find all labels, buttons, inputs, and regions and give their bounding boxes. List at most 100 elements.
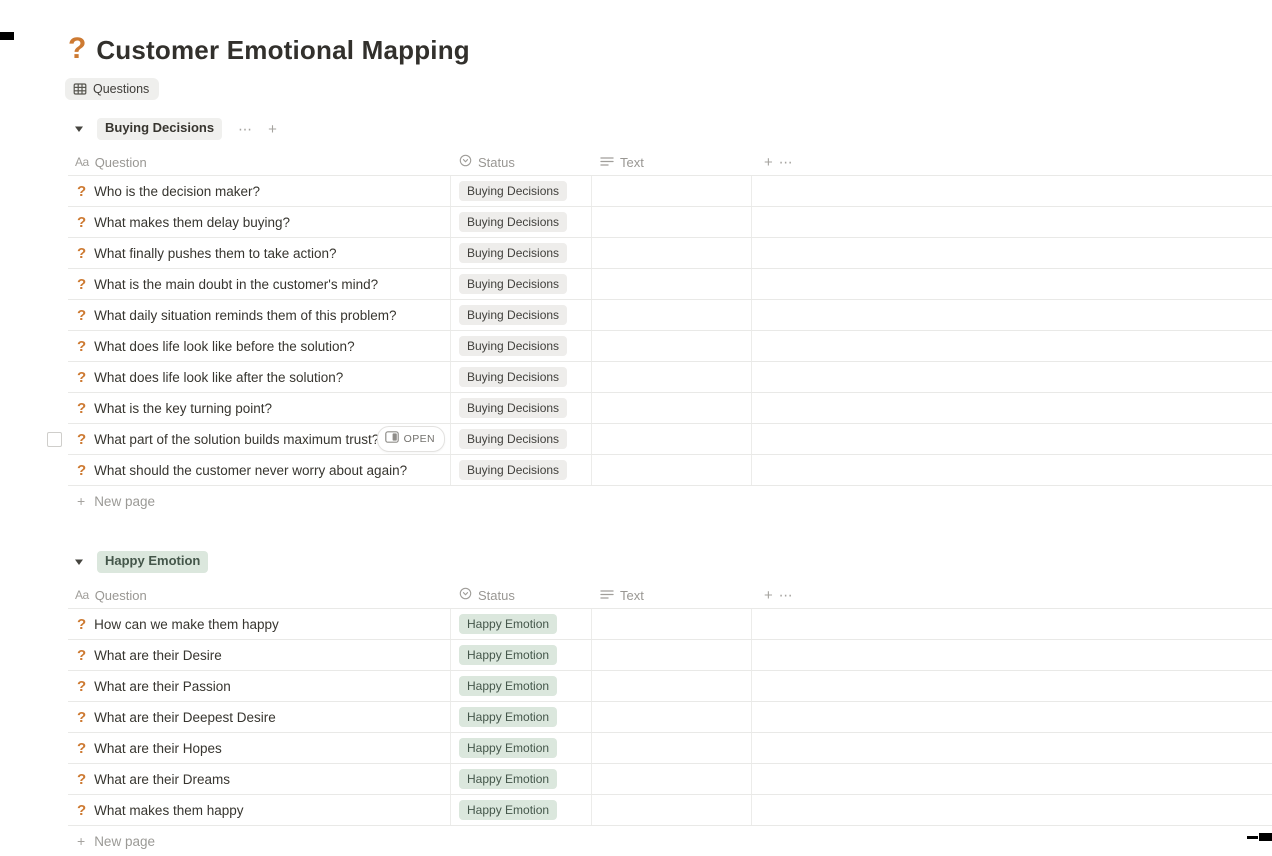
open-button[interactable]: OPEN: [376, 426, 445, 452]
status-cell[interactable]: Buying Decisions: [451, 300, 592, 330]
new-page-button[interactable]: + New page: [68, 826, 1272, 856]
question-cell[interactable]: ? What makes them happy: [68, 795, 451, 825]
column-header-status[interactable]: Status: [451, 154, 592, 170]
question-cell[interactable]: ? What does life look like before the sol…: [68, 331, 451, 361]
status-cell[interactable]: Buying Decisions: [451, 269, 592, 299]
question-cell[interactable]: ? How can we make them happy: [68, 609, 451, 639]
text-cell[interactable]: [592, 455, 752, 485]
question-mark-icon: ?: [77, 306, 87, 324]
question-cell[interactable]: ? What part of the solution builds maximu…: [68, 424, 451, 454]
group-name-badge[interactable]: Buying Decisions: [97, 118, 223, 140]
question-text: What does life look like before the solu…: [94, 338, 355, 354]
question-cell[interactable]: ? What should the customer never worry ab…: [68, 455, 451, 485]
column-header-text[interactable]: Text: [592, 588, 752, 603]
status-cell[interactable]: Buying Decisions: [451, 424, 592, 454]
row-filler: [752, 424, 1272, 454]
table-group: Happy Emotion Aa Question Status Text + ⋯? How …: [68, 551, 1272, 856]
table-row: ? What are their Desire Happy Emotion: [68, 640, 1272, 671]
status-icon: [459, 587, 472, 603]
text-cell[interactable]: [592, 300, 752, 330]
column-header-text[interactable]: Text: [592, 155, 752, 170]
status-cell[interactable]: Buying Decisions: [451, 362, 592, 392]
status-cell[interactable]: Buying Decisions: [451, 331, 592, 361]
status-cell[interactable]: Happy Emotion: [451, 671, 592, 701]
status-cell[interactable]: Happy Emotion: [451, 795, 592, 825]
status-cell[interactable]: Buying Decisions: [451, 238, 592, 268]
text-cell[interactable]: [592, 238, 752, 268]
status-cell[interactable]: Happy Emotion: [451, 640, 592, 670]
notion-page: ? Customer Emotional Mapping Questions B…: [0, 32, 1272, 856]
question-cell[interactable]: ? What are their Desire: [68, 640, 451, 670]
text-cell[interactable]: [592, 393, 752, 423]
text-cell[interactable]: [592, 671, 752, 701]
question-cell[interactable]: ? What finally pushes them to take action…: [68, 238, 451, 268]
group-more-icon[interactable]: ⋯: [238, 121, 254, 137]
column-headers: Aa Question Status Text + ⋯: [68, 582, 1272, 609]
table-row: ? What is the main doubt in the customer'…: [68, 269, 1272, 300]
add-column-icon[interactable]: +: [764, 153, 773, 171]
question-mark-icon: ?: [77, 182, 87, 200]
page-icon[interactable]: ?: [68, 32, 87, 65]
table-options-icon[interactable]: ⋯: [778, 586, 794, 603]
question-text: What finally pushes them to take action?: [94, 245, 337, 261]
status-cell[interactable]: Happy Emotion: [451, 764, 592, 794]
table-options-icon[interactable]: ⋯: [778, 153, 794, 170]
question-cell[interactable]: ? What are their Deepest Desire: [68, 702, 451, 732]
question-cell[interactable]: ? Who is the decision maker?: [68, 176, 451, 206]
text-cell[interactable]: [592, 640, 752, 670]
text-cell[interactable]: [592, 269, 752, 299]
question-mark-icon: ?: [77, 739, 87, 757]
question-mark-icon: ?: [77, 244, 87, 262]
question-cell[interactable]: ? What does life look like after the solu…: [68, 362, 451, 392]
question-cell[interactable]: ? What are their Dreams: [68, 764, 451, 794]
text-cell[interactable]: [592, 795, 752, 825]
question-cell[interactable]: ? What is the main doubt in the customer'…: [68, 269, 451, 299]
text-cell[interactable]: [592, 176, 752, 206]
text-cell[interactable]: [592, 609, 752, 639]
table-row: ? What are their Hopes Happy Emotion: [68, 733, 1272, 764]
question-cell[interactable]: ? What are their Passion: [68, 671, 451, 701]
status-badge: Buying Decisions: [459, 211, 568, 233]
question-cell[interactable]: ? What are their Hopes: [68, 733, 451, 763]
column-header-question[interactable]: Aa Question: [68, 155, 451, 170]
status-badge: Happy Emotion: [459, 644, 558, 666]
status-cell[interactable]: Buying Decisions: [451, 393, 592, 423]
row-select-checkbox[interactable]: [47, 432, 62, 447]
text-cell[interactable]: [592, 702, 752, 732]
question-cell[interactable]: ? What is the key turning point?: [68, 393, 451, 423]
text-cell[interactable]: [592, 362, 752, 392]
column-header-status[interactable]: Status: [451, 587, 592, 603]
column-header-question[interactable]: Aa Question: [68, 588, 451, 603]
text-cell[interactable]: [592, 424, 752, 454]
text-cell[interactable]: [592, 207, 752, 237]
text-cell[interactable]: [592, 764, 752, 794]
chevron-down-toggle-icon[interactable]: [70, 553, 88, 571]
question-cell[interactable]: ? What makes them delay buying?: [68, 207, 451, 237]
text-cell[interactable]: [592, 331, 752, 361]
tab-questions[interactable]: Questions: [65, 78, 160, 100]
status-badge: Buying Decisions: [459, 428, 568, 450]
group-gap: [68, 516, 1272, 534]
text-cell[interactable]: [592, 733, 752, 763]
chevron-down-toggle-icon[interactable]: [70, 120, 88, 138]
row-filler: [752, 238, 1272, 268]
column-label: Question: [94, 587, 147, 603]
question-cell[interactable]: ? What daily situation reminds them of th…: [68, 300, 451, 330]
status-cell[interactable]: Happy Emotion: [451, 733, 592, 763]
status-cell[interactable]: Buying Decisions: [451, 176, 592, 206]
question-mark-icon: ?: [77, 337, 87, 355]
add-column-icon[interactable]: +: [764, 586, 773, 604]
status-badge: Buying Decisions: [459, 304, 568, 326]
status-cell[interactable]: Happy Emotion: [451, 609, 592, 639]
status-cell[interactable]: Buying Decisions: [451, 455, 592, 485]
row-filler: [752, 733, 1272, 763]
status-cell[interactable]: Buying Decisions: [451, 207, 592, 237]
question-text: What is the main doubt in the customer's…: [94, 276, 379, 292]
group-add-icon[interactable]: +: [268, 120, 277, 138]
status-cell[interactable]: Happy Emotion: [451, 702, 592, 732]
new-page-button[interactable]: + New page: [68, 486, 1272, 516]
question-text: What daily situation reminds them of thi…: [94, 307, 397, 323]
text-lines-icon: [600, 588, 614, 603]
table-row: ? What are their Passion Happy Emotion: [68, 671, 1272, 702]
group-name-badge[interactable]: Happy Emotion: [97, 551, 209, 573]
